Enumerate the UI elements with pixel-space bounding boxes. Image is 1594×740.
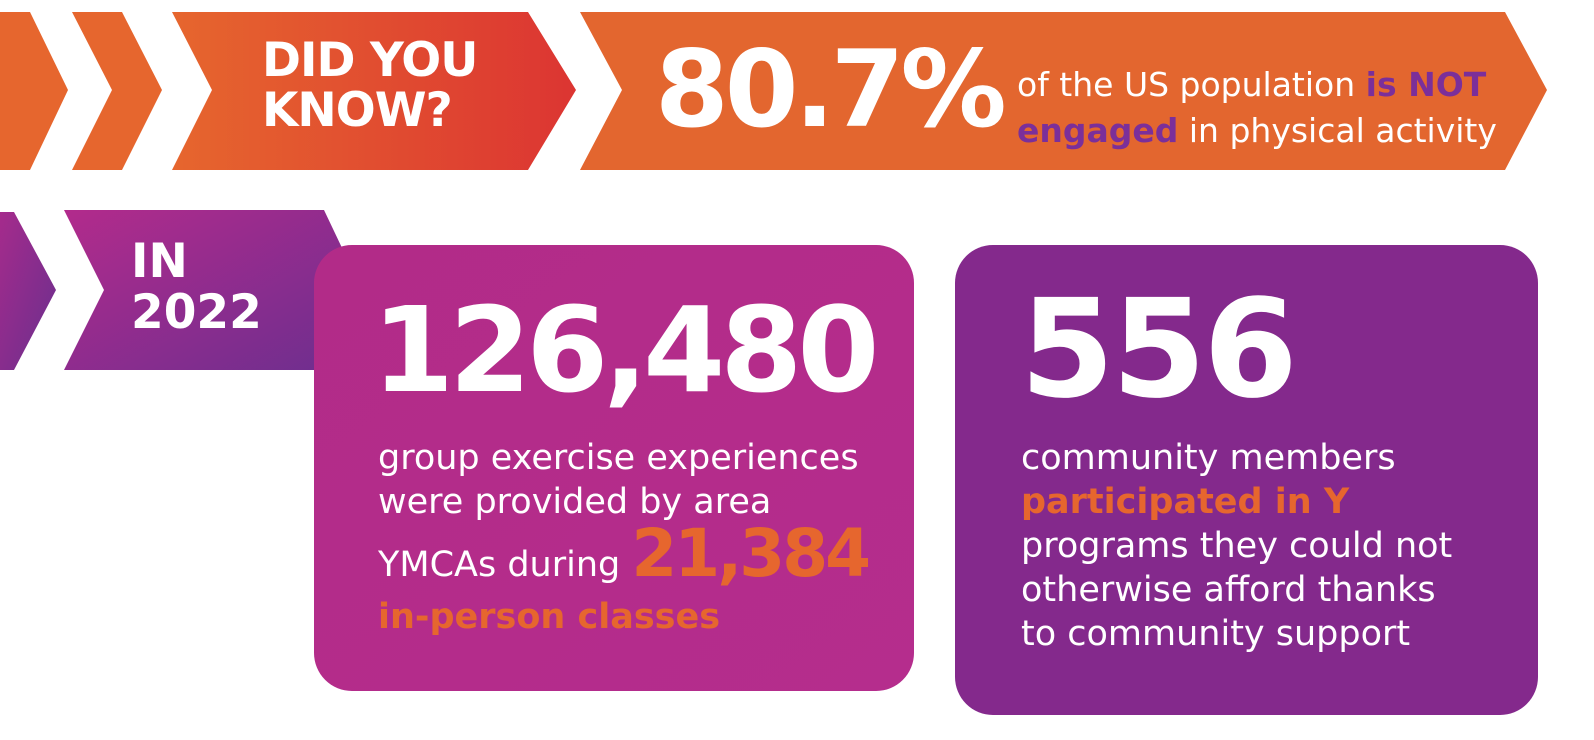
- inactivity-highlight-2: engaged: [1017, 111, 1179, 150]
- exercise-experiences-number: 126,480: [372, 281, 879, 419]
- chevron-arrow-2: [72, 12, 162, 170]
- classes-number: 21,384: [631, 515, 871, 592]
- inactivity-text-part1: of the US population: [1017, 65, 1356, 104]
- community-line1: community members: [1021, 438, 1396, 478]
- did-you-know-line1: DID YOU: [262, 33, 478, 88]
- did-you-know-banner: [172, 12, 576, 170]
- inactivity-description: of the US population is NOT engaged in p…: [1017, 62, 1497, 154]
- community-members-number: 556: [1020, 271, 1298, 429]
- exercise-card: [314, 245, 914, 691]
- inactivity-percentage: 80.7%: [655, 28, 1007, 151]
- exercise-line1: group exercise experiences: [378, 438, 859, 478]
- year-banner: [64, 210, 362, 370]
- year-label-line2: 2022: [131, 285, 262, 340]
- inactivity-highlight-1: is NOT: [1365, 65, 1487, 104]
- did-you-know-label: DID YOU KNOW?: [262, 33, 478, 138]
- year-label-line1: IN: [131, 234, 188, 289]
- year-chevron-left: [0, 212, 56, 370]
- exercise-line3: YMCAs during 21,384: [378, 521, 871, 595]
- exercise-line3-text: YMCAs during: [378, 545, 621, 585]
- community-description: community members participated in Y prog…: [1021, 436, 1452, 656]
- exercise-line2: were provided by area: [378, 482, 772, 522]
- inactivity-text-line2: engaged in physical activity: [1017, 108, 1497, 154]
- classes-label: in-person classes: [378, 597, 721, 637]
- inactivity-text-part2: in physical activity: [1188, 111, 1497, 150]
- year-label: IN 2022: [131, 236, 262, 338]
- did-you-know-line2: KNOW?: [262, 83, 453, 138]
- community-highlight: participated in Y: [1021, 482, 1350, 522]
- community-line3: programs they could not: [1021, 526, 1453, 566]
- stat-banner: [580, 12, 1547, 170]
- community-card: [955, 245, 1538, 715]
- inactivity-text-line1: of the US population is NOT: [1017, 62, 1497, 108]
- community-line4: otherwise afford thanks: [1021, 570, 1436, 610]
- chevron-arrow-1: [0, 12, 68, 170]
- exercise-description: group exercise experiences were provided…: [378, 436, 871, 639]
- community-line5: to community support: [1021, 614, 1411, 654]
